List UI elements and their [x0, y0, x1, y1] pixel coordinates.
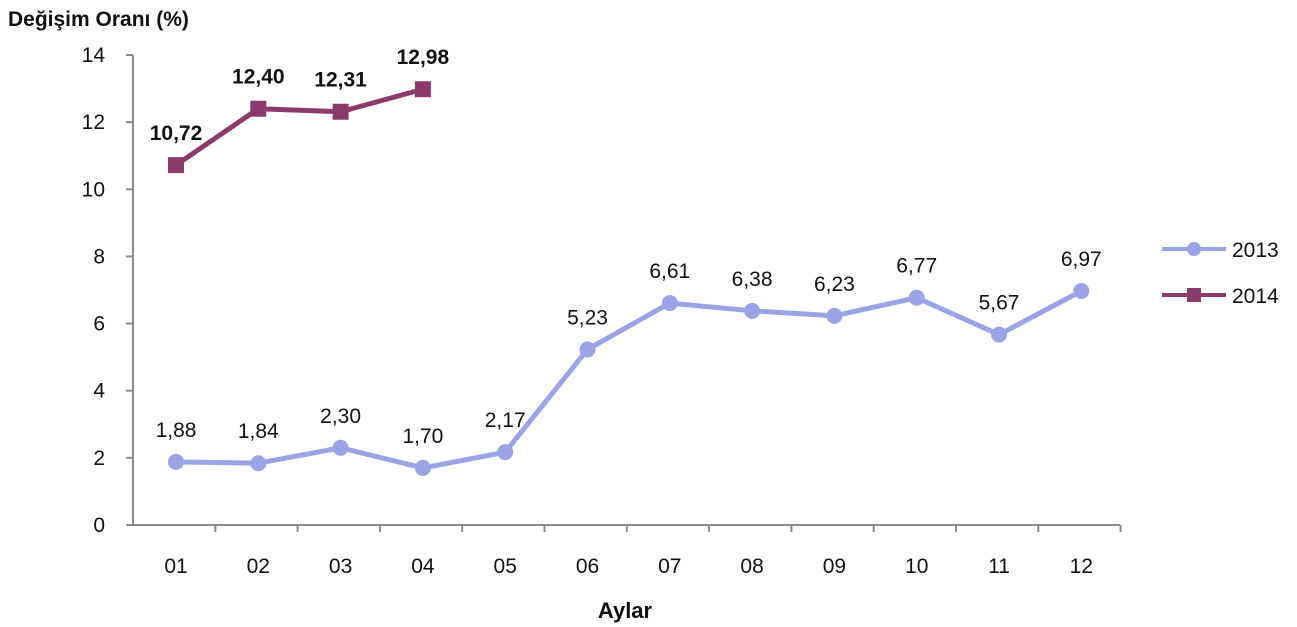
data-label-2013: 1,70 — [402, 425, 443, 448]
x-tick-label: 05 — [494, 555, 517, 578]
data-point-2013 — [497, 444, 514, 461]
data-label-2013: 6,38 — [732, 268, 773, 291]
data-point-2013 — [744, 302, 761, 319]
x-tick-label: 09 — [823, 555, 846, 578]
data-point-2014 — [250, 100, 267, 117]
y-tick-label: 4 — [93, 380, 105, 403]
data-label-2013: 6,23 — [814, 273, 855, 296]
data-point-2013 — [661, 295, 678, 312]
x-tick-label: 10 — [905, 555, 928, 578]
data-point-2013 — [414, 459, 431, 476]
data-point-2013 — [908, 289, 925, 306]
data-point-2013 — [1073, 283, 1090, 300]
x-tick-label: 07 — [658, 555, 681, 578]
data-label-2013: 6,97 — [1061, 248, 1102, 271]
y-tick-label: 8 — [93, 245, 105, 268]
x-tick-label: 02 — [247, 555, 270, 578]
y-tick-label: 14 — [82, 44, 106, 67]
data-point-2014 — [168, 157, 184, 174]
x-tick-label: 06 — [576, 555, 599, 578]
y-tick-label: 6 — [93, 313, 105, 336]
y-tick-label: 10 — [82, 178, 105, 201]
data-label-2013: 2,17 — [485, 409, 526, 432]
data-label-2014: 12,98 — [397, 46, 450, 69]
series-line-2014 — [174, 86, 424, 168]
data-label-2013: 6,61 — [649, 260, 690, 283]
data-label-2013: 5,67 — [979, 292, 1020, 315]
legend-label-2013: 2013 — [1232, 239, 1279, 262]
data-point-2014 — [332, 103, 349, 120]
data-point-2013 — [991, 326, 1007, 343]
data-label-2013: 1,84 — [238, 420, 279, 443]
series-layer — [168, 81, 1090, 476]
data-label-2013: 1,88 — [156, 419, 197, 442]
legend-label-2014: 2014 — [1232, 285, 1279, 308]
axes — [126, 54, 1122, 532]
x-tick-label: 01 — [164, 555, 187, 578]
x-tick-label: 12 — [1070, 555, 1093, 578]
data-label-2013: 2,30 — [320, 405, 361, 428]
x-tick-label: 03 — [329, 555, 352, 578]
data-point-2013 — [332, 439, 349, 456]
legend-marker-2014 — [1187, 288, 1201, 302]
data-point-2013 — [579, 341, 596, 358]
y-tick-label: 2 — [93, 447, 105, 470]
data-point-2013 — [826, 307, 843, 324]
y-axis-label: Değişim Oranı (%) — [8, 8, 189, 31]
x-tick-label: 08 — [740, 555, 763, 578]
y-tick-label: 12 — [82, 111, 105, 134]
data-point-2013 — [250, 455, 267, 472]
data-point-2013 — [168, 453, 184, 470]
data-label-2014: 12,40 — [232, 66, 285, 89]
y-tick-label: 0 — [93, 514, 105, 537]
data-label-2013: 6,77 — [896, 255, 937, 278]
series-line-2013 — [175, 288, 1083, 471]
data-label-2013: 5,23 — [567, 306, 608, 329]
data-label-2014: 10,72 — [150, 122, 203, 145]
data-point-2014 — [414, 81, 431, 98]
x-axis-label: Aylar — [598, 598, 653, 623]
legend-marker-2013 — [1187, 242, 1201, 256]
x-tick-label: 04 — [411, 555, 435, 578]
data-labels: 1,88 1,84 2,30 1,70 2,17 5,23 6,61 6,38 6,23 6,77… — [150, 46, 1102, 448]
data-label-2014: 12,31 — [314, 69, 367, 92]
legend: 2013 2014 — [1162, 239, 1279, 308]
x-tick-label: 11 — [988, 555, 1010, 578]
